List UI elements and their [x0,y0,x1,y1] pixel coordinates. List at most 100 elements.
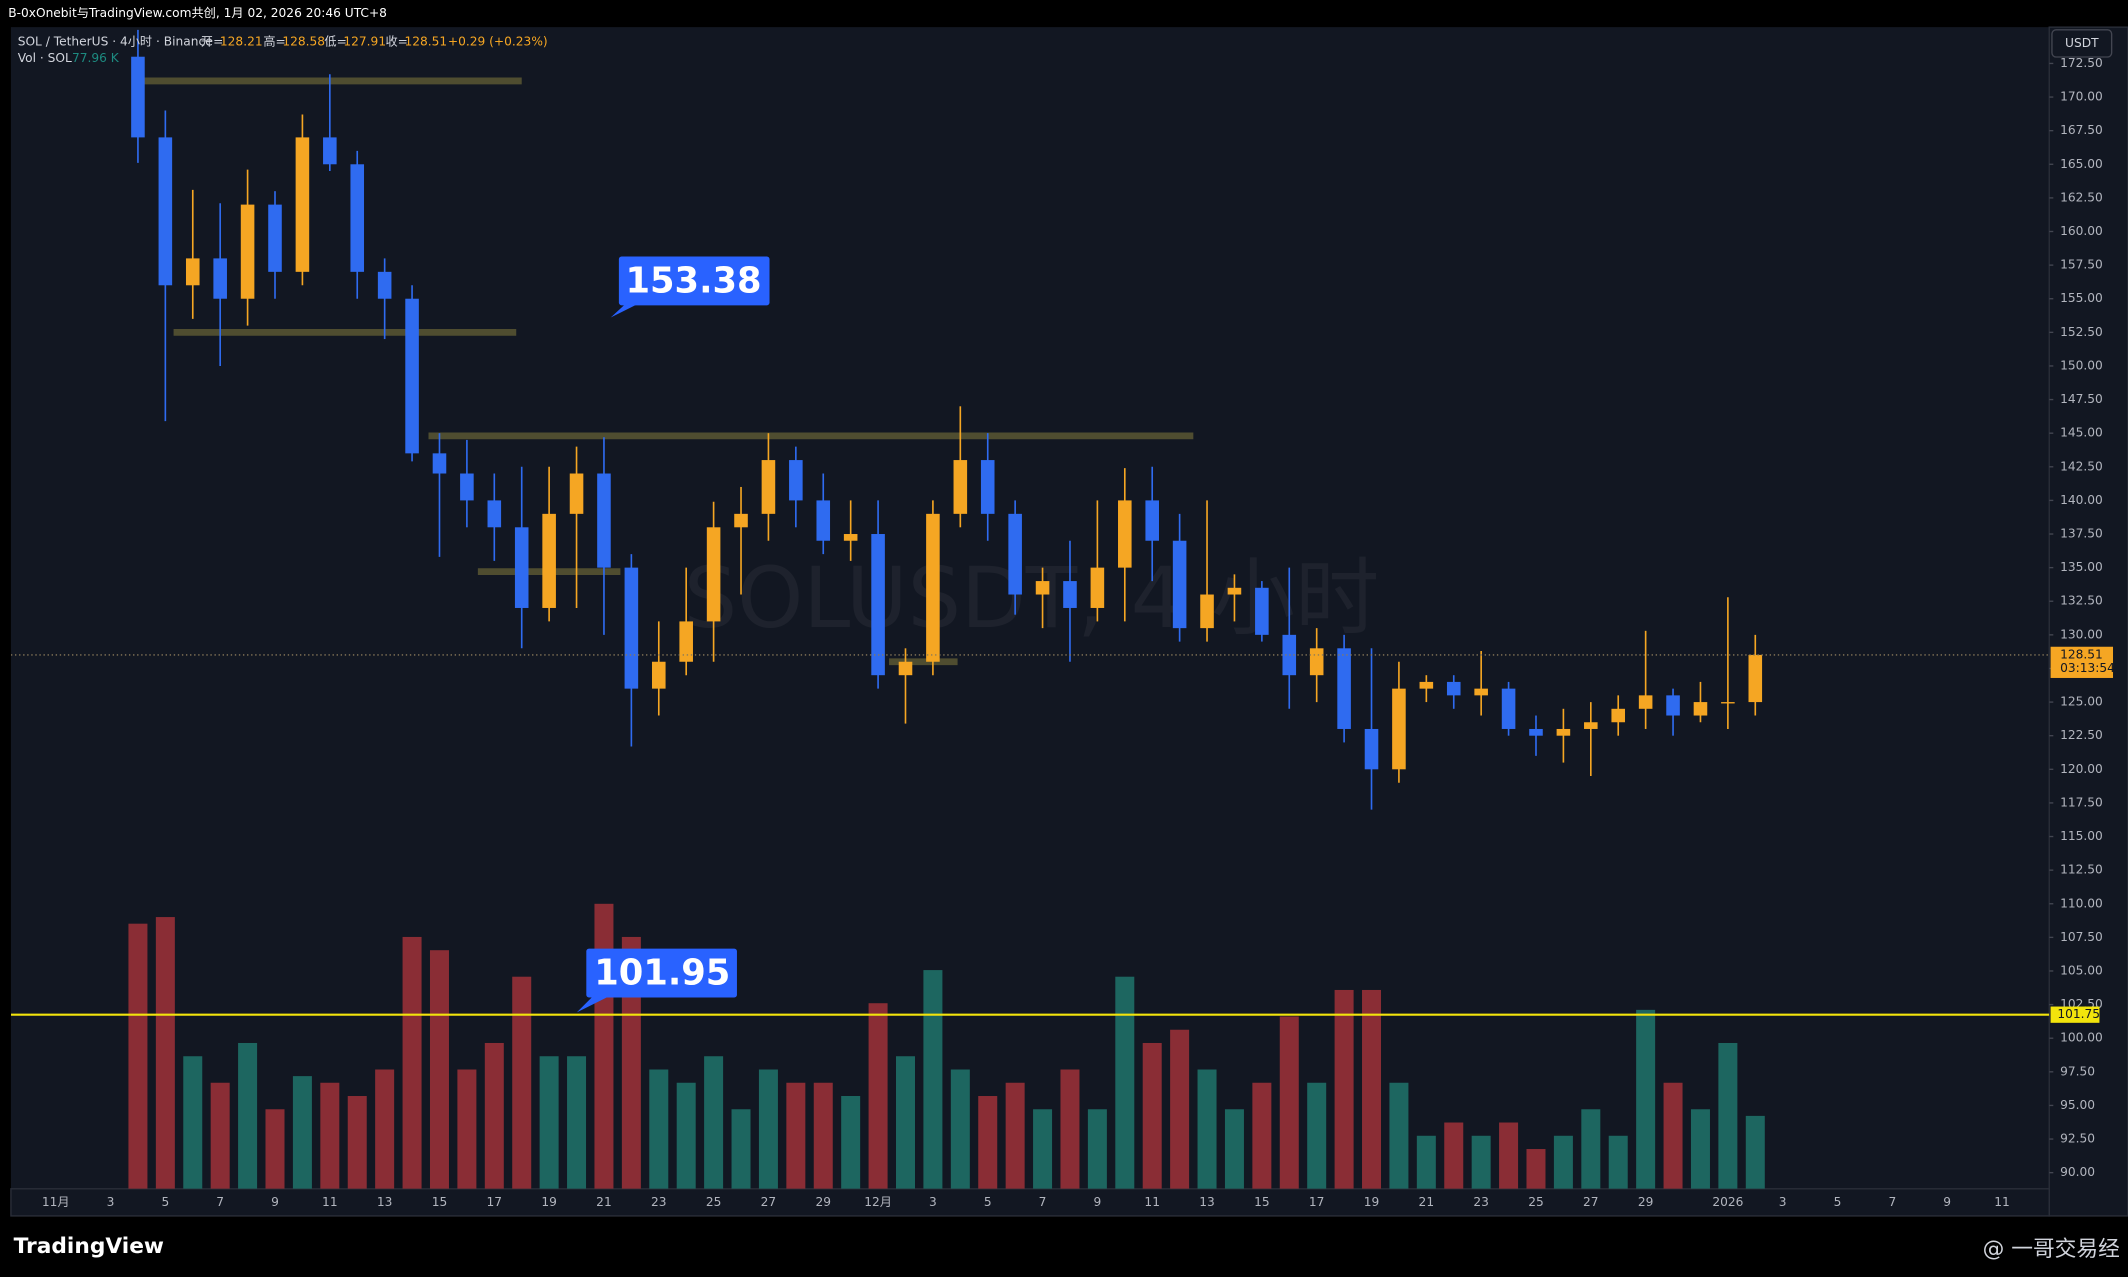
volume-bar [265,1109,285,1189]
volume-bar [512,976,532,1189]
candle-body [1556,728,1571,736]
y-tick-label: 92.50 [2060,1132,2095,1146]
volume-bar [1279,1016,1299,1189]
y-tick-label: 97.50 [2060,1064,2095,1078]
x-tick-label: 11 [1994,1195,2010,1209]
y-tick-label: 125.00 [2060,695,2103,709]
volume-bar [1115,976,1135,1189]
volume-bar [813,1082,833,1189]
volume-bar [978,1096,998,1189]
candle-body [1145,500,1159,541]
y-tick-label: 117.50 [2060,795,2103,809]
volume-bar [1636,1009,1656,1189]
volume-bar [484,1042,504,1189]
candle-body [405,298,419,454]
candle-body [240,204,255,299]
x-tick-label: 19 [1364,1195,1380,1209]
time-axis [10,1188,2050,1217]
x-tick-label: 5 [1834,1195,1842,1209]
volume-value: 77.96 K [72,51,120,65]
candle-body [1611,708,1626,723]
x-tick-label: 3 [929,1195,937,1209]
x-tick-label: 9 [271,1195,279,1209]
volume-bar [1389,1082,1409,1189]
volume-bar [1033,1109,1053,1189]
last-price-box [2050,646,2114,678]
volume-bar [1087,1109,1107,1189]
x-tick-label: 3 [107,1195,115,1209]
y-tick-label: 90.00 [2060,1165,2095,1179]
x-tick-label: 19 [541,1195,557,1209]
candle-body [1364,728,1379,770]
x-tick-label: 25 [1528,1195,1544,1209]
y-tick-label: 132.50 [2060,594,2103,608]
candle-body [1172,540,1187,629]
y-tick-label: 120.00 [2060,762,2103,776]
x-tick-label: 27 [1583,1195,1599,1209]
x-tick-label: 15 [432,1195,448,1209]
candle-body [624,567,639,689]
volume-bar [1005,1082,1025,1189]
volume-bar [402,936,422,1189]
candle-body [487,500,502,528]
x-tick-label: 7 [216,1195,224,1209]
volume-bar [649,1069,669,1189]
hline-label: 101.75 [2057,1007,2100,1021]
legend-ohlc-label: 低= [324,35,346,49]
price-layer [10,29,2050,1016]
volume-bar [758,1069,778,1189]
candle-body [1529,728,1543,736]
candle-body [1666,695,1680,716]
candle-body [926,513,940,662]
callout-tail [576,994,607,1013]
y-tick-label: 165.00 [2060,157,2103,171]
candle-body [1255,587,1269,635]
volume-bar [1307,1082,1327,1189]
y-tick-label: 140.00 [2060,493,2103,507]
watermark: SOLUSDT, 4 小时 [684,549,1379,647]
callout-box [586,948,737,998]
x-tick-label: 7 [1039,1195,1047,1209]
candle-body [789,460,803,501]
callout-text: 153.38 [625,260,761,301]
candle-body [213,258,227,299]
candle-body [1748,654,1763,703]
legend-symbol: SOL / TetherUS · 4小时 · Binance [18,35,213,49]
volume-bar [347,1096,367,1189]
volume-bar [567,1056,587,1189]
candle-body [460,473,474,501]
x-tick-label: 13 [377,1195,393,1209]
volume-bar [786,1082,806,1189]
hline-box [2050,1006,2100,1023]
volume-bar [539,1056,559,1189]
volume-bar [375,1069,395,1189]
x-tick-label: 23 [651,1195,667,1209]
volume-bar [676,1082,696,1189]
legend-change: +0.29 (+0.23%) [448,35,548,49]
y-tick-label: 150.00 [2060,358,2103,372]
candle-body [1337,648,1351,729]
y-tick-label: 130.00 [2060,627,2103,641]
candle-body [980,460,995,514]
x-tick-label: 11 [1144,1195,1160,1209]
legend-ohlc-value: 128.58 [282,35,325,49]
x-tick-label: 9 [1094,1195,1102,1209]
candle-body [514,527,529,608]
y-tick-label: 100.00 [2060,1031,2103,1045]
legend-ohlc-value: 127.91 [343,35,386,49]
y-tick-label: 122.50 [2060,728,2103,742]
volume-bar [210,1082,230,1189]
candle-body [432,453,447,474]
candle-body [871,534,885,676]
callout-box [618,256,770,306]
candle-body [1446,681,1461,696]
legend-ohlc-label: 收= [385,35,407,49]
volume-bar [457,1069,477,1189]
volume-bar [1362,989,1382,1189]
volume-bar [1471,1135,1491,1189]
volume-bar [1334,989,1354,1189]
volume-bar [1444,1122,1464,1189]
candle-body [843,534,858,541]
candle-body [268,204,282,272]
